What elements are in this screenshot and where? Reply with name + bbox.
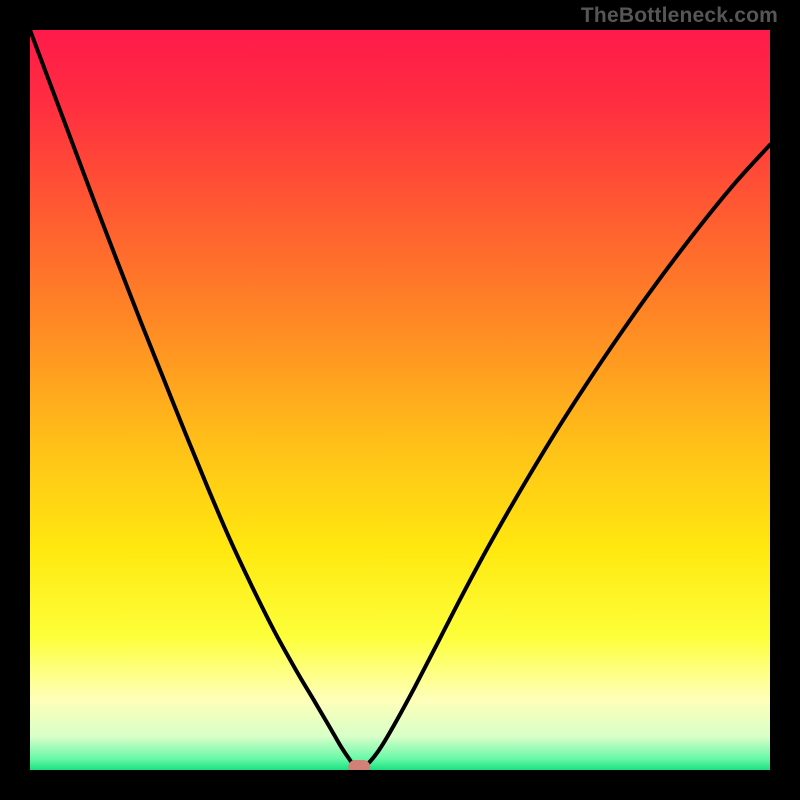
watermark-text: TheBottleneck.com: [581, 4, 778, 28]
gradient-background: [30, 30, 770, 770]
minimum-marker: [348, 760, 370, 770]
outer-frame: TheBottleneck.com: [0, 0, 800, 800]
chart-svg: [30, 30, 770, 770]
plot-area: [30, 30, 770, 770]
